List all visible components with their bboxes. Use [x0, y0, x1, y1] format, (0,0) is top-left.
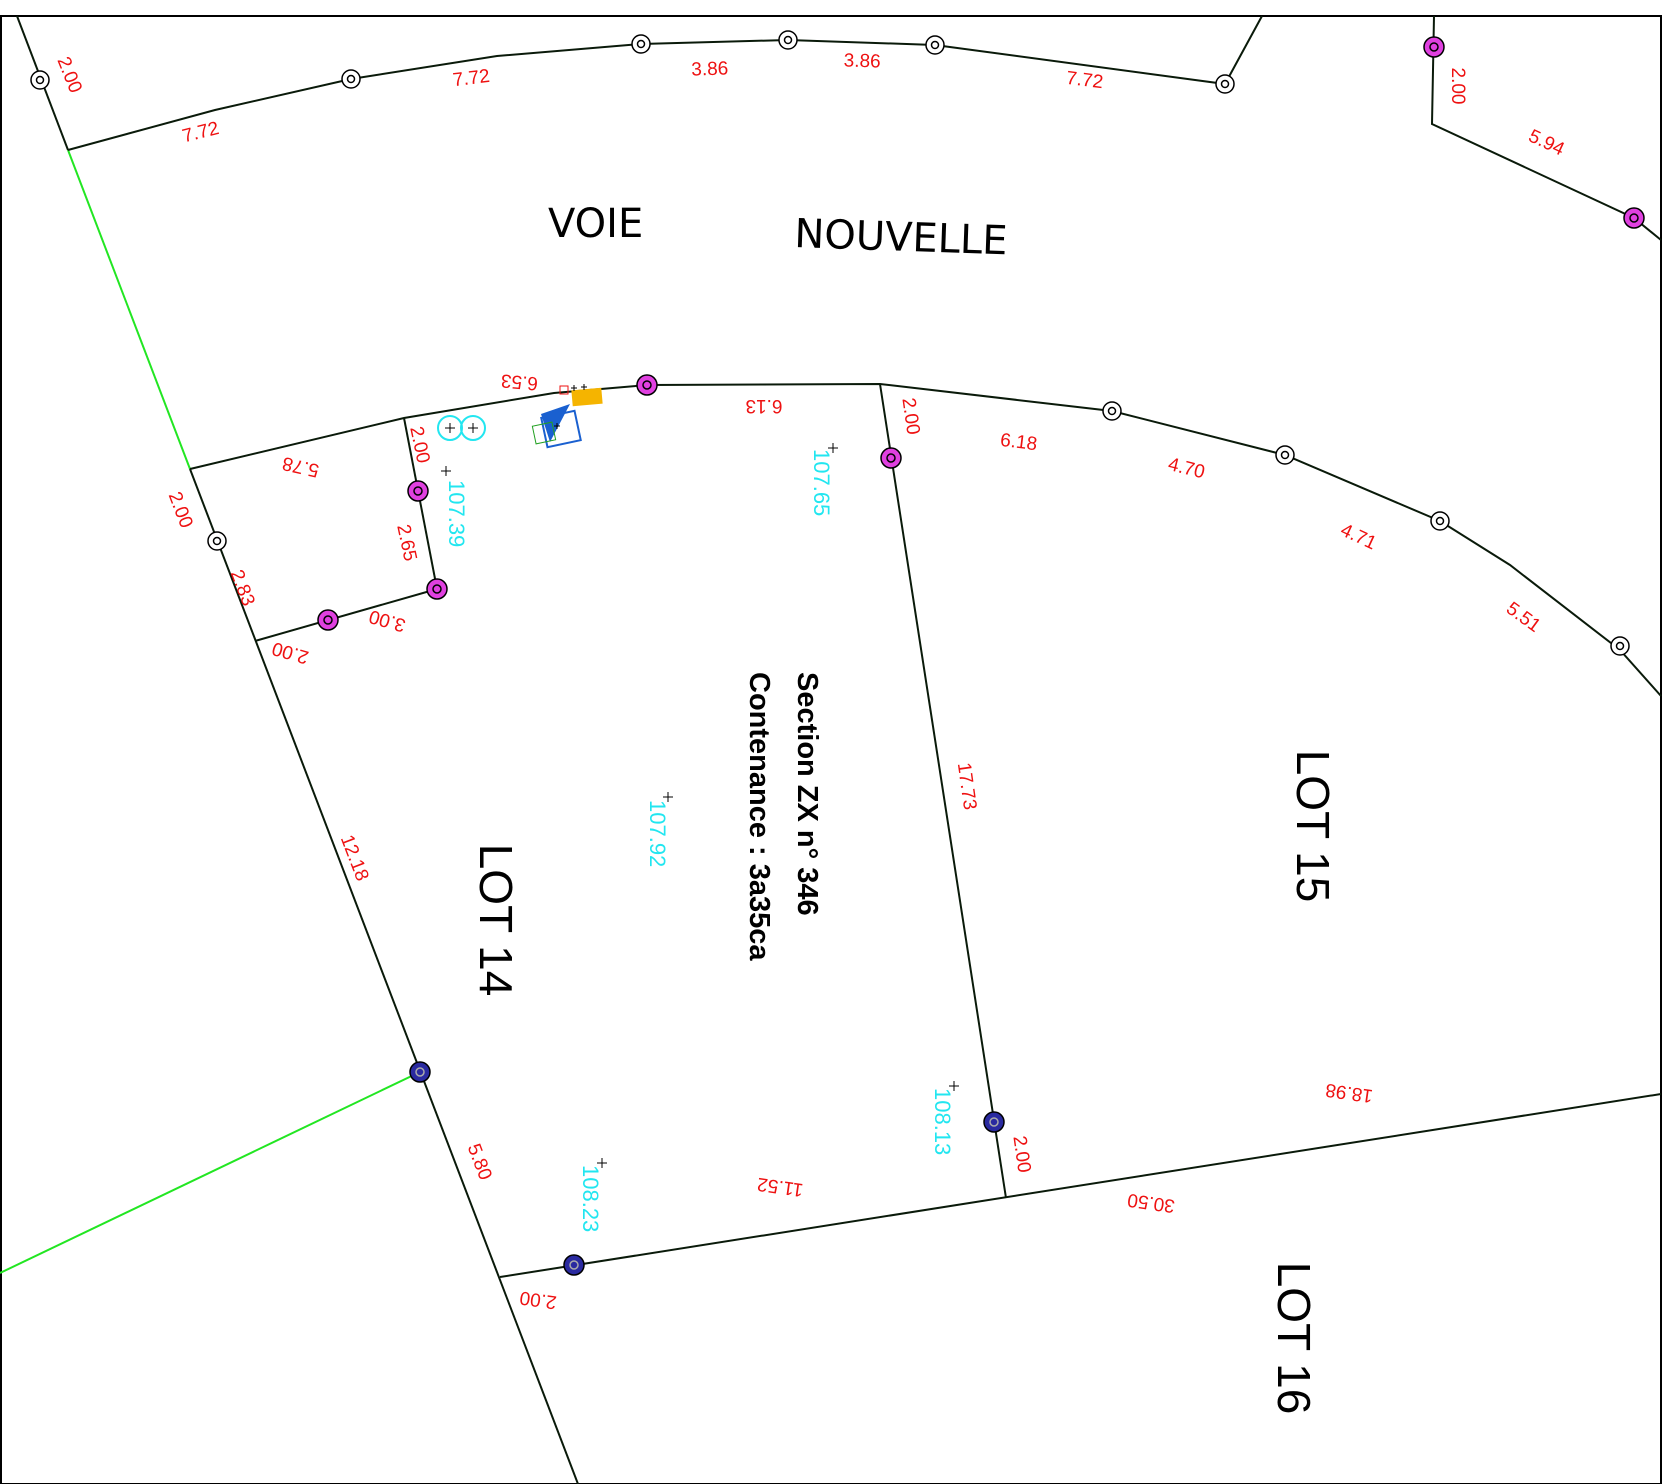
marker [778, 30, 798, 50]
marker [983, 1111, 1005, 1133]
cyan-circle-icon [460, 415, 486, 441]
green-boundary-top [67, 149, 191, 470]
left-diagonal-main [189, 468, 579, 1484]
dimension: 30.50 [1126, 1189, 1176, 1216]
marker [563, 1254, 585, 1276]
marker [636, 374, 658, 396]
altitude: 108.23 [578, 1165, 603, 1232]
dimension: 6.53 [500, 369, 539, 393]
marker [407, 480, 429, 502]
altitude: 108.13 [930, 1088, 955, 1155]
dimension: 2.00 [405, 425, 433, 466]
lot-16-label: LOT 16 [1268, 1262, 1320, 1415]
marker [30, 70, 50, 90]
plan-frame [0, 15, 1662, 1484]
blue-markers [409, 1061, 1005, 1276]
green-box-icon [531, 421, 557, 445]
marker [1430, 511, 1450, 531]
inner-line-b [254, 588, 438, 642]
inner-line-a [403, 417, 438, 590]
altitude: 107.39 [444, 480, 469, 547]
altitude: 107.65 [809, 449, 834, 516]
dimension: 2.00 [518, 1286, 558, 1312]
street-northeast-edge [1430, 15, 1662, 241]
network-symbols [437, 385, 603, 449]
dimension: 5.78 [280, 452, 321, 481]
dimension: 12.18 [336, 832, 373, 884]
marker [880, 447, 902, 469]
dimension: 4.71 [1337, 520, 1379, 555]
marker [409, 1061, 431, 1083]
marker [207, 531, 227, 551]
dimension: 2.00 [52, 54, 85, 96]
dimension: 2.65 [392, 523, 420, 564]
orange-box-icon [571, 387, 603, 407]
dimension: 2.00 [270, 637, 311, 667]
dimension: 2.83 [226, 567, 259, 609]
marker [1275, 445, 1295, 465]
lot-divider-14-15 [879, 383, 1007, 1199]
street-name-voie: VOIE [548, 201, 643, 247]
dimension: 7.72 [1065, 68, 1104, 93]
spot-crosses [441, 384, 959, 1168]
lot-15-label: LOT 15 [1287, 750, 1339, 903]
dimension: 2.00 [164, 489, 197, 531]
dimension: 6.13 [746, 395, 783, 416]
magenta-markers [317, 36, 1645, 631]
street-name-nouvelle: NOUVELLE [794, 211, 1009, 264]
black-markers [30, 30, 1630, 656]
dimension: 5.94 [1525, 126, 1568, 161]
dimension: 18.98 [1324, 1079, 1374, 1106]
lot-14-label: LOT 14 [470, 844, 522, 997]
marker [1423, 36, 1445, 58]
marker [317, 609, 339, 631]
dimension: 5.80 [463, 1141, 496, 1183]
dimension: 6.18 [999, 430, 1038, 455]
marker [341, 69, 361, 89]
dimension: 3.86 [843, 50, 881, 72]
dimension: 3.86 [691, 58, 729, 80]
dimension: 7.72 [452, 66, 491, 91]
marker [426, 578, 448, 600]
parcel-area: Contenance : 3a35ca [743, 672, 775, 961]
dimension: 2.00 [1447, 68, 1468, 105]
blue-triangle-icon [541, 404, 570, 442]
marker [1102, 401, 1122, 421]
parcel-section: Section ZX n° 346 [791, 672, 823, 916]
red-box-icon [559, 385, 569, 395]
marker [925, 35, 945, 55]
dimension: 2.00 [1008, 1134, 1034, 1174]
marker [631, 34, 651, 54]
lot-divider-south [499, 1093, 1662, 1278]
dimension: 11.52 [756, 1173, 805, 1200]
marker [1623, 207, 1645, 229]
marker [1215, 74, 1235, 94]
dimension: 4.70 [1166, 454, 1207, 483]
dimension: 2.00 [897, 396, 923, 436]
dimension: 7.72 [180, 118, 221, 147]
dimension: 17.73 [953, 761, 980, 811]
marker [1610, 636, 1630, 656]
altitude: 107.92 [645, 800, 670, 867]
dimension: 3.00 [367, 605, 408, 635]
altitude-labels: 107.39 107.65 107.92 108.13 108.23 [444, 449, 955, 1232]
green-boundary-bottom [0, 1071, 421, 1274]
dimension: 5.51 [1502, 598, 1544, 637]
